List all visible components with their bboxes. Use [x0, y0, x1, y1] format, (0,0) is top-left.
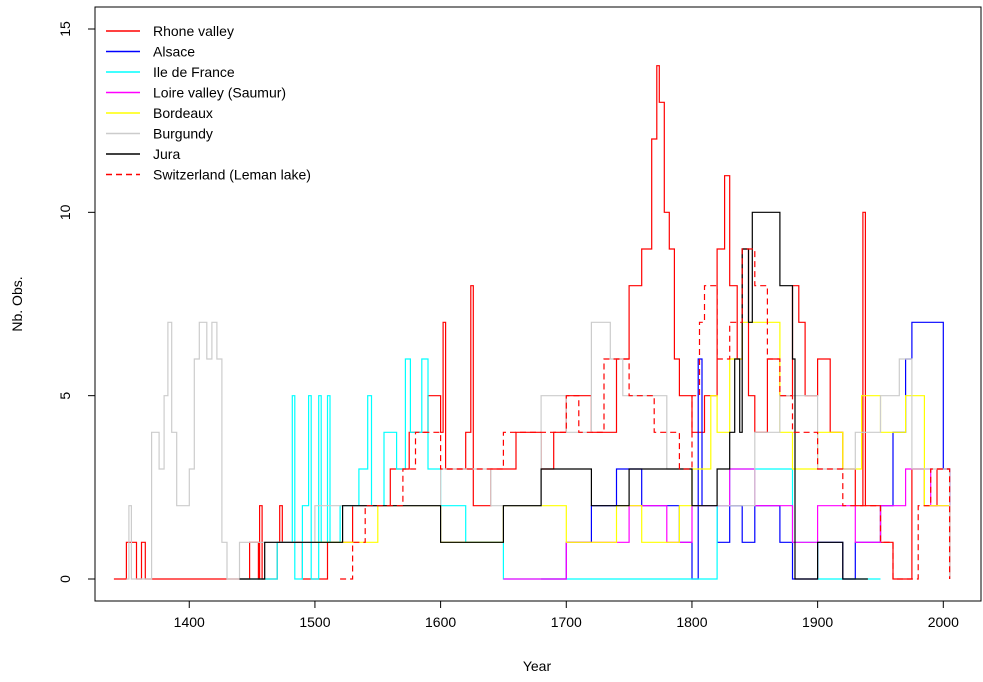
series-line-6	[239, 211, 868, 580]
series-line-3	[503, 468, 951, 580]
x-tick-label: 1700	[551, 614, 582, 630]
series-line-0	[113, 65, 951, 580]
y-tick-label: 15	[57, 21, 73, 37]
x-tick-label: 1400	[174, 614, 205, 630]
x-axis-label: Year	[523, 658, 552, 674]
legend-label: Burgundy	[153, 126, 213, 142]
y-tick-label: 0	[57, 575, 73, 583]
x-tick-label: 2000	[928, 614, 959, 630]
legend-label: Bordeaux	[153, 105, 213, 121]
legend-label: Jura	[153, 146, 180, 162]
series-line-1	[541, 321, 951, 580]
x-tick-label: 1600	[425, 614, 456, 630]
legend-label: Switzerland (Leman lake)	[153, 167, 311, 183]
legend-label: Loire valley (Saumur)	[153, 85, 286, 101]
series-layer	[113, 65, 951, 580]
legend: Rhone valley Alsace Ile de France Loire val…	[106, 23, 311, 183]
y-tick-label: 5	[57, 392, 73, 400]
x-axis: 1400 1500 1600 1700 1800 1900 2000	[174, 600, 959, 630]
y-tick-label: 10	[57, 204, 73, 220]
x-tick-label: 1900	[802, 614, 833, 630]
x-tick-label: 1500	[299, 614, 330, 630]
y-axis: 0 5 10 15	[57, 21, 96, 583]
series-line-7	[340, 248, 951, 580]
y-axis-label: Nb. Obs.	[9, 276, 25, 331]
series-line-5	[126, 321, 951, 580]
legend-label: Alsace	[153, 44, 195, 60]
x-tick-label: 1800	[676, 614, 707, 630]
legend-label: Rhone valley	[153, 23, 234, 39]
legend-label: Ile de France	[153, 64, 235, 80]
